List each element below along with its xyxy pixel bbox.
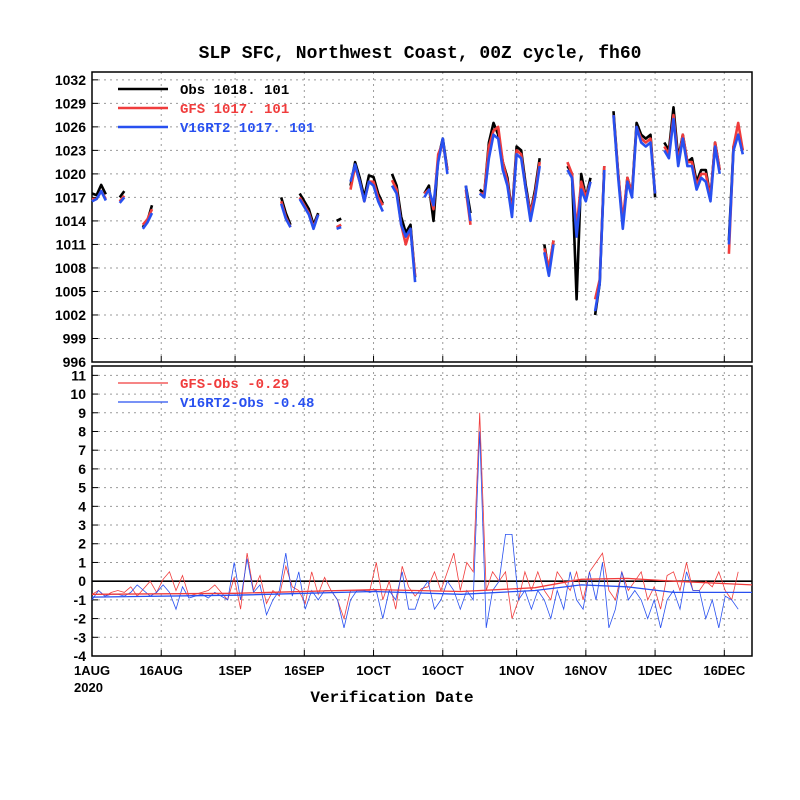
y-tick-label: 10 [70,386,86,402]
legend-entry: GFS-Obs -0.29 [180,377,289,393]
y-tick-label: 1023 [55,142,86,158]
legend-entry: V16RT2-Obs -0.48 [180,396,314,412]
y-tick-label: 7 [78,442,86,458]
x-tick-label: 1NOV [499,663,535,678]
legend-entry: Obs 1018. 101 [180,83,289,99]
y-tick-label: 5 [78,480,86,496]
y-tick-label: 8 [78,423,86,439]
y-tick-label: -4 [74,648,87,664]
series-line-v16rt2 [336,225,342,231]
series-line-gfs [335,223,342,229]
x-year-label: 2020 [74,680,103,695]
y-tick-label: 0 [78,573,86,589]
series-line-v16rt2 [91,189,107,203]
panel-frame [91,71,753,363]
series-line-v16rt2 [593,169,606,312]
y-tick-label: -3 [74,629,87,645]
y-tick-label: 1020 [55,166,86,182]
series-line-v16rt2 [349,163,384,213]
series-line-v16rt2 [141,212,154,230]
series-line-v16rt2 [464,185,472,222]
series-line-gfs [141,208,154,226]
series-line-v16rt2 [727,133,745,245]
series-line-obs [336,217,342,223]
x-axis-title: Verification Date [310,689,473,707]
y-tick-label: 1029 [55,95,86,111]
series-line-v16rt2 [118,196,126,204]
y-tick-label: 1032 [55,72,86,88]
series-line-v16rt2 [478,133,541,223]
y-tick-label: 1011 [56,236,87,252]
y-tick-label: 1017 [55,189,86,205]
y-tick-label: -2 [74,611,87,627]
top-panel: 996 999 1002 1005 1008 1011 1014 1017 1020 1023 10… [55,71,753,370]
x-tick-label: 16DEC [703,663,746,678]
x-tick-label: 16SEP [284,663,325,678]
y-tick-label: 1026 [55,119,86,135]
series-line-v16rt2 [279,203,292,228]
y-tick-label: 1008 [55,260,86,276]
series-mean-line [91,584,752,598]
series-line-obs [91,183,107,197]
series-line-v16rt2-obs [91,431,739,629]
legend-entry: V16RT2 1017. 101 [180,121,314,137]
y-tick-label: 6 [78,461,86,477]
x-tick-label: 16OCT [422,663,464,678]
legend-entry: GFS 1017. 101 [180,102,289,118]
y-tick-label: 4 [78,498,86,514]
x-tick-label: 16NOV [565,663,608,678]
x-tick-label: 16AUG [140,663,183,678]
y-tick-label: 3 [78,517,86,533]
y-tick-label: 1 [78,554,86,570]
y-tick-label: 999 [63,330,87,346]
y-tick-label: 1005 [55,283,86,299]
y-tick-label: 2 [78,536,86,552]
x-tick-label: 1SEP [218,663,252,678]
x-axis: 1AUG 16AUG 1SEP 16SEP 1OCT 16OCT 1NOV 16NOV 1DEC… [74,663,746,678]
chart-title: SLP SFC, Northwest Coast, 00Z cycle, fh6… [199,44,642,64]
series-line-v16rt2 [390,184,417,283]
x-tick-label: 1AUG [74,663,110,678]
series-line-v16rt2 [298,198,320,231]
y-tick-label: -1 [74,592,87,608]
series-line-v16rt2 [543,244,555,278]
y-tick-label: 1014 [55,213,86,229]
panel-frame [91,365,753,657]
y-tick-label: 1002 [55,307,86,323]
series-line-obs [118,190,126,199]
x-tick-label: 1DEC [638,663,673,678]
series-line-v16rt2 [612,115,657,231]
y-tick-label: 9 [78,405,86,421]
bottom-panel: -4 -3 -2 -1 0 1 2 3 4 5 6 7 8 9 10 11 GFS-Obs -0.29 V16RT… [70,365,753,664]
x-tick-label: 1OCT [356,663,391,678]
series-mean-line [91,577,753,595]
series-line-v16rt2 [663,117,721,203]
series-line-v16rt2 [423,137,449,207]
y-tick-label: 996 [63,354,87,370]
series-line-v16rt2 [566,169,592,238]
y-tick-label: 11 [71,367,86,383]
